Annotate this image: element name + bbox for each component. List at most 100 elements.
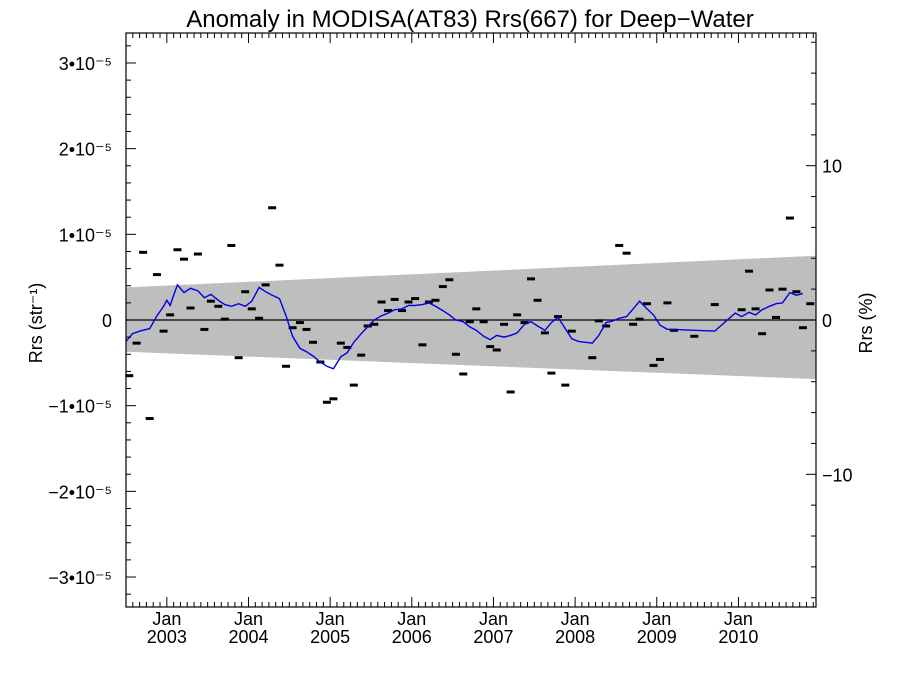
data-point [615,243,624,247]
data-point [404,300,413,304]
data-point [656,357,665,361]
x-axis-ticks: Jan2003Jan2004Jan2005Jan2006Jan2007Jan20… [125,33,814,647]
data-point [418,343,427,347]
data-point [737,308,746,312]
data-point [384,309,393,313]
data-point [424,300,433,304]
x-tick-month-label: Jan [642,609,671,629]
data-point [785,216,794,220]
data-point [547,371,556,375]
y-tick-label: 1•10⁻⁵ [59,225,112,245]
data-point [295,321,304,325]
data-point [282,364,291,368]
data-point [268,206,277,210]
data-point [139,250,148,254]
data-point [411,297,420,301]
data-point [765,288,774,292]
x-tick-month-label: Jan [724,609,753,629]
data-point [751,307,760,311]
x-tick-year-label: 2005 [310,627,350,647]
y-tick-label: 2•10⁻⁵ [59,140,112,160]
data-point [533,298,542,302]
data-point [594,319,603,323]
data-point [778,287,787,291]
y-tick-label: −3•10⁻⁵ [48,568,112,588]
y-tick-label: 0 [102,311,112,331]
data-point [343,345,352,349]
data-point [635,317,644,321]
uncertainty-band-area [126,255,816,380]
data-point [431,298,440,302]
data-point [322,400,331,404]
data-point [145,417,154,421]
data-point [472,307,481,311]
data-point [649,363,658,367]
data-point [357,353,366,357]
data-point [336,341,345,345]
data-point [234,356,243,360]
data-point [806,302,815,306]
data-point [275,263,284,267]
data-point [622,251,631,255]
anomaly-points [125,206,815,421]
x-tick-month-label: Jan [152,609,181,629]
data-point [255,316,264,320]
data-point [629,322,638,326]
y-tick-label: −2•10⁻⁵ [48,482,112,502]
x-tick-month-label: Jan [234,609,263,629]
data-point [798,326,807,330]
data-point [642,302,651,306]
data-point [561,383,570,387]
data-point [125,374,134,378]
series-line [125,283,804,370]
data-point [159,329,168,333]
y-tick-label: 3•10⁻⁵ [59,54,112,74]
y-right-tick-label: 0 [822,311,832,331]
data-point [329,397,338,401]
data-point [220,317,229,321]
x-tick-year-label: 2009 [637,627,677,647]
x-tick-year-label: 2008 [555,627,595,647]
data-point [479,320,488,324]
running-mean-series [125,283,804,370]
x-tick-year-label: 2007 [473,627,513,647]
data-point [771,315,780,319]
x-tick-year-label: 2004 [228,627,268,647]
x-tick-month-label: Jan [397,609,426,629]
data-point [349,383,358,387]
chart-title: Anomaly in MODISA(AT83) Rrs(667) for Dee… [186,6,754,33]
y-right-tick-label: 10 [822,157,842,177]
x-tick-year-label: 2003 [147,627,187,647]
data-point [390,297,399,301]
uncertainty-band [126,255,816,380]
data-point [179,257,188,261]
data-point [527,277,536,281]
x-tick-year-label: 2006 [392,627,432,647]
data-point [206,299,215,303]
data-point [308,340,317,344]
data-point [153,273,162,277]
data-point [465,320,474,324]
data-point [492,348,501,352]
data-point [132,341,141,345]
data-point [227,243,236,247]
data-point [241,290,250,294]
data-point [370,322,379,326]
data-point [500,322,509,326]
data-point [540,331,549,335]
data-point [261,283,270,287]
x-tick-month-label: Jan [561,609,590,629]
data-point [247,307,256,311]
data-point [506,390,515,394]
data-point [459,372,468,376]
data-point [438,285,447,289]
data-point [302,327,311,331]
data-point [588,356,597,360]
y-axis-right-ticks: 10 0 −10 [806,41,853,599]
data-point [186,306,195,310]
data-point [173,248,182,252]
data-point [710,303,719,307]
data-point [288,326,297,330]
data-point [663,301,672,305]
